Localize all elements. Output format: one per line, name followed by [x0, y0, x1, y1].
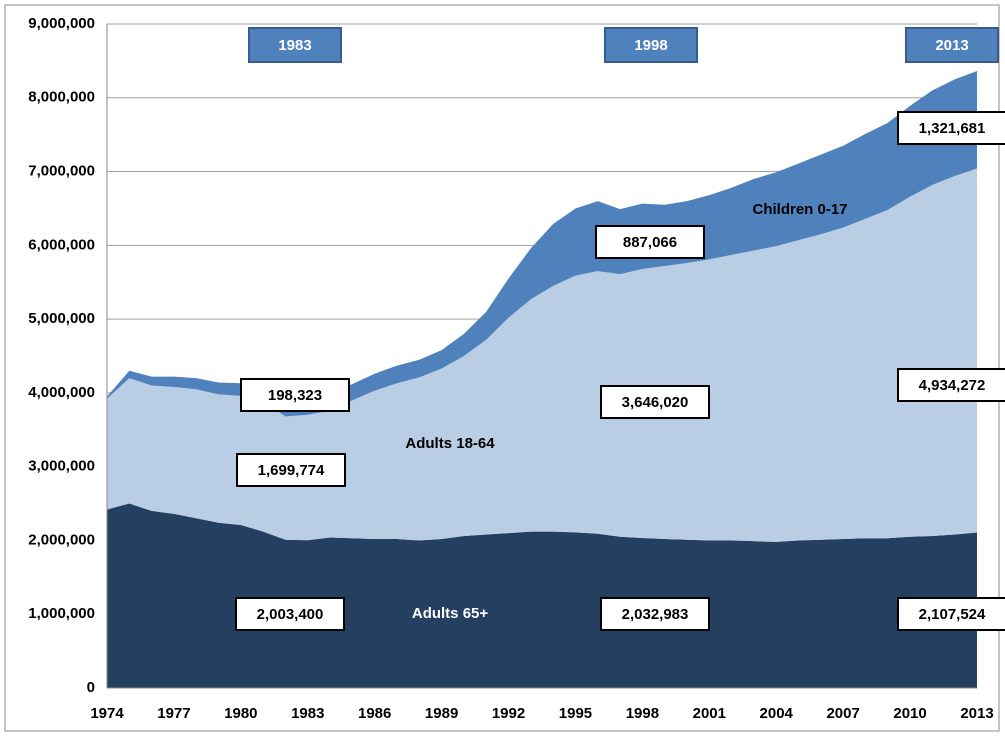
value-label-box — [595, 225, 705, 259]
x-tick-label: 1977 — [157, 705, 190, 722]
value-label: 2,107,524 — [919, 606, 986, 623]
x-tick-label: 1983 — [291, 705, 324, 722]
x-tick-label: 1992 — [492, 705, 525, 722]
series-label: Adults 65+ — [412, 605, 489, 622]
y-tick-label: 9,000,000 — [28, 15, 95, 32]
y-tick-label: 3,000,000 — [28, 458, 95, 475]
x-tick-label: 1986 — [358, 705, 391, 722]
year-box — [905, 27, 999, 63]
y-tick-label: 2,000,000 — [28, 531, 95, 548]
series-label: Adults 18-64 — [405, 435, 495, 452]
year-label: 2013 — [935, 37, 968, 54]
area — [107, 503, 977, 688]
value-label-box — [600, 385, 710, 419]
area — [107, 168, 977, 542]
x-tick-label: 1980 — [224, 705, 257, 722]
area — [107, 70, 977, 417]
series-label: Children 0-17 — [752, 201, 847, 218]
value-label-box — [240, 378, 350, 412]
value-label-box — [236, 453, 346, 487]
value-label: 2,003,400 — [257, 606, 324, 623]
x-tick-label: 1989 — [425, 705, 458, 722]
y-tick-label: 0 — [87, 679, 95, 696]
y-tick-label: 6,000,000 — [28, 236, 95, 253]
y-tick-label: 5,000,000 — [28, 310, 95, 327]
x-tick-label: 2013 — [960, 705, 993, 722]
value-label-box — [235, 597, 345, 631]
y-tick-label: 4,000,000 — [28, 384, 95, 401]
value-label-box — [897, 597, 1005, 631]
y-tick-label: 7,000,000 — [28, 163, 95, 180]
x-tick-label: 1995 — [559, 705, 592, 722]
value-label: 887,066 — [623, 234, 677, 251]
year-box — [604, 27, 698, 63]
x-tick-label: 1998 — [626, 705, 659, 722]
value-label: 1,699,774 — [258, 462, 325, 479]
x-tick-label: 2010 — [893, 705, 926, 722]
value-label: 1,321,681 — [919, 120, 986, 137]
value-label: 4,934,272 — [919, 377, 986, 394]
x-tick-label: 2007 — [826, 705, 859, 722]
value-label: 3,646,020 — [622, 394, 689, 411]
y-tick-label: 1,000,000 — [28, 605, 95, 622]
value-label-box — [897, 111, 1005, 145]
y-tick-label: 8,000,000 — [28, 89, 95, 106]
year-label: 1998 — [634, 37, 667, 54]
year-box — [248, 27, 342, 63]
year-label: 1983 — [278, 37, 311, 54]
x-tick-label: 1974 — [90, 705, 124, 722]
value-label: 198,323 — [268, 387, 322, 404]
x-tick-label: 2001 — [693, 705, 726, 722]
value-label-box — [897, 368, 1005, 402]
value-label: 2,032,983 — [622, 606, 689, 623]
value-label-box — [600, 597, 710, 631]
x-tick-label: 2004 — [760, 705, 794, 722]
